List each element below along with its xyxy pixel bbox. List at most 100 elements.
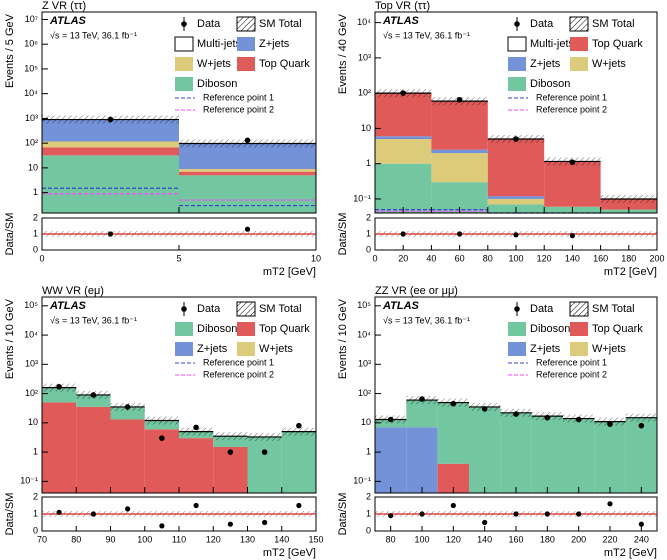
stack-bar bbox=[406, 427, 438, 493]
y-tick-label: 10² bbox=[358, 388, 371, 398]
stack-bar bbox=[179, 438, 214, 493]
energy-label: √s = 13 TeV, 36.1 fb⁻¹ bbox=[383, 30, 470, 40]
ratio-point bbox=[513, 511, 519, 517]
legend-label: Reference point 2 bbox=[536, 104, 607, 114]
legend-swatch bbox=[175, 342, 193, 356]
stack-bar bbox=[213, 436, 248, 447]
y-tick-label: 1 bbox=[366, 158, 371, 168]
legend-label: Top Quark bbox=[592, 323, 643, 335]
stack-bar bbox=[500, 412, 532, 493]
ratio-point bbox=[638, 521, 644, 527]
y-tick-label: 10⁴ bbox=[357, 17, 371, 27]
data-point bbox=[387, 416, 394, 423]
y-tick-label: 10⁵ bbox=[24, 300, 38, 310]
panel-title: WW VR (eμ) bbox=[42, 285, 104, 297]
ratio-axis-label: Data/SM bbox=[4, 213, 16, 256]
legend-label: SM Total bbox=[259, 18, 302, 30]
data-point bbox=[513, 411, 519, 417]
legend-swatch bbox=[237, 37, 255, 51]
legend-label: W+jets bbox=[592, 58, 626, 70]
ratio-point bbox=[159, 523, 165, 529]
y-tick-label: 10⁻¹ bbox=[353, 193, 371, 203]
atlas-label: ATLAS bbox=[382, 300, 420, 312]
stack-bar bbox=[76, 406, 111, 493]
legend-label: Data bbox=[530, 303, 554, 315]
ratio-y-tick-label: 0 bbox=[366, 525, 371, 535]
stack-bar bbox=[42, 155, 179, 213]
data-point bbox=[400, 90, 407, 96]
x-tick-label: 100 bbox=[508, 253, 523, 263]
data-point bbox=[56, 384, 62, 390]
legend-label: Reference point 1 bbox=[536, 357, 607, 367]
data-point bbox=[638, 422, 645, 429]
ratio-y-tick-label: 1 bbox=[33, 508, 38, 518]
legend-swatch bbox=[237, 342, 255, 356]
legend-label: SM Total bbox=[592, 303, 635, 315]
stack-bar bbox=[563, 418, 595, 493]
ratio-point bbox=[482, 519, 488, 526]
y-tick-label: 10⁴ bbox=[24, 329, 38, 339]
legend-label: Diboson bbox=[530, 323, 570, 335]
data-point bbox=[481, 406, 488, 412]
stack-bar bbox=[375, 163, 432, 213]
stack-bar bbox=[179, 169, 316, 172]
ratio-y-tick-label: 1 bbox=[366, 228, 371, 238]
y-tick-label: 10² bbox=[25, 388, 38, 398]
y-tick-label: 10⁴ bbox=[357, 329, 371, 339]
x-tick-label: 180 bbox=[621, 253, 636, 263]
legend-swatch bbox=[570, 57, 588, 71]
legend-swatch bbox=[569, 16, 589, 32]
stack-bar bbox=[375, 93, 432, 137]
data-point bbox=[296, 422, 302, 429]
legend-label: Diboson bbox=[197, 78, 237, 90]
data-point bbox=[607, 421, 613, 427]
y-tick-label: 10 bbox=[28, 417, 38, 427]
atlas-label: ATLAS bbox=[382, 15, 420, 27]
ratio-axis-label: Data/SM bbox=[337, 493, 349, 536]
x-axis-label: mT2 [GeV] bbox=[604, 266, 657, 278]
x-tick-label: 120 bbox=[206, 534, 221, 544]
x-tick-label: 160 bbox=[508, 534, 523, 544]
ratio-point bbox=[388, 513, 394, 519]
y-tick-label: 10⁵ bbox=[357, 300, 371, 310]
x-tick-label: 110 bbox=[172, 534, 186, 544]
x-axis-label: mT2 [GeV] bbox=[263, 547, 316, 559]
x-tick-label: 80 bbox=[71, 534, 81, 544]
data-point bbox=[569, 159, 576, 166]
ratio-point bbox=[262, 519, 268, 526]
stack-bar bbox=[42, 119, 179, 142]
legend-swatch bbox=[569, 301, 589, 317]
energy-label: √s = 13 TeV, 36.1 fb⁻¹ bbox=[50, 30, 137, 40]
x-tick-label: 200 bbox=[649, 253, 664, 263]
x-tick-label: 90 bbox=[105, 534, 115, 544]
stack-bar bbox=[625, 417, 657, 493]
data-point bbox=[107, 116, 114, 123]
energy-label: √s = 13 TeV, 36.1 fb⁻¹ bbox=[383, 315, 470, 325]
y-tick-label: 1 bbox=[366, 446, 371, 456]
data-point bbox=[513, 136, 519, 142]
data-point bbox=[244, 137, 251, 144]
x-tick-label: 130 bbox=[240, 534, 255, 544]
x-axis-label: mT2 [GeV] bbox=[604, 547, 657, 559]
legend-label: Z+jets bbox=[259, 38, 290, 50]
ratio-point bbox=[450, 502, 456, 509]
legend-swatch bbox=[508, 57, 526, 71]
legend-label: Reference point 2 bbox=[203, 104, 274, 114]
stack-bar bbox=[600, 198, 657, 210]
legend-swatch bbox=[508, 342, 526, 356]
data-point bbox=[544, 414, 551, 421]
stack-bar bbox=[42, 147, 179, 156]
stack-bar bbox=[179, 175, 316, 213]
legend-label: Diboson bbox=[197, 323, 237, 335]
panel-title: Z VR (ττ) bbox=[42, 0, 86, 12]
ratio-point bbox=[244, 226, 251, 232]
ratio-point bbox=[419, 511, 425, 517]
x-tick-label: 20 bbox=[398, 253, 408, 263]
ratio-y-tick-label: 0 bbox=[33, 525, 38, 535]
y-tick-label: 1 bbox=[33, 187, 38, 197]
ratio-point bbox=[193, 502, 199, 509]
x-tick-label: 120 bbox=[446, 534, 461, 544]
y-tick-label: 10³ bbox=[25, 113, 38, 123]
x-tick-label: 80 bbox=[483, 253, 493, 263]
